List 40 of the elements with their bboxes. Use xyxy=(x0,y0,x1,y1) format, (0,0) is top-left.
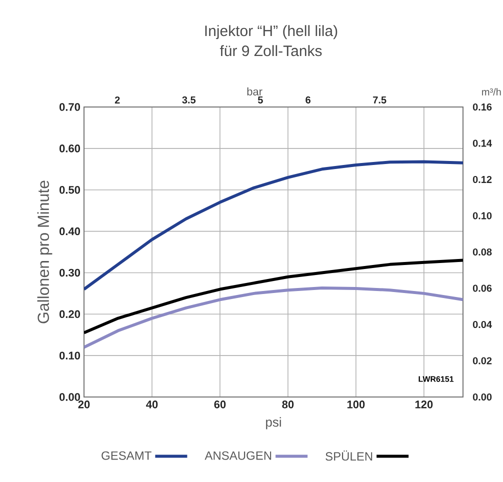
y2-tick-label: 0.04 xyxy=(472,320,492,328)
x-tick-label: 60 xyxy=(214,400,226,408)
y2-tick-label: 0.00 xyxy=(472,393,492,401)
x2-tick-label: 6 xyxy=(306,96,310,104)
x2-tick-label: 7.5 xyxy=(373,96,386,104)
chart-subtitle: für 9 Zoll-Tanks xyxy=(220,45,322,56)
annotation: LWR6151 xyxy=(418,376,454,382)
x2-tick-label: 5 xyxy=(258,96,263,104)
y2-tick-label: 0.02 xyxy=(472,357,492,364)
legend-label: ANSAUGEN xyxy=(204,451,272,460)
y2-tick-label: 0.08 xyxy=(472,248,492,256)
y-tick-label: 0.00 xyxy=(60,393,80,401)
y-tick-label: 0.10 xyxy=(60,352,80,360)
y2-tick-label: 0.14 xyxy=(472,140,492,147)
x-tick-label: 20 xyxy=(78,400,90,408)
x-tick-label: 120 xyxy=(415,400,433,408)
line-series xyxy=(84,286,464,349)
line-series xyxy=(84,160,464,291)
chart-title: Injektor “H” (hell lila) xyxy=(205,25,338,40)
y-tick-label: 0.70 xyxy=(60,103,80,111)
y-tick-label: 0.20 xyxy=(60,310,80,318)
y-tick-label: 0.50 xyxy=(60,186,80,194)
y2-tick-label: 0.16 xyxy=(472,103,492,111)
x-tick-label: 40 xyxy=(146,400,158,408)
x-tick-label: 80 xyxy=(282,400,294,408)
y2-tick-label: 0.10 xyxy=(472,212,492,220)
legend-label: GESAMT xyxy=(102,451,152,460)
x-axis-title: psi xyxy=(266,417,281,430)
y2-tick-label: 0.12 xyxy=(472,176,492,184)
y2-tick-label: 0.06 xyxy=(472,284,492,292)
legend-label: SPÜLEN xyxy=(326,450,372,461)
x2-axis-title: bar xyxy=(247,87,262,96)
y-tick-label: 0.60 xyxy=(60,144,80,152)
x-tick-label: 100 xyxy=(347,400,365,408)
y-tick-label: 0.30 xyxy=(60,268,80,277)
x2-tick-label: 2 xyxy=(114,96,120,104)
x2-tick-label: 3.5 xyxy=(182,96,196,104)
y-tick-label: 0.40 xyxy=(60,227,80,236)
y-axis-title: Gallonen pro Minute xyxy=(37,180,52,324)
y2-axis-title: m³/h xyxy=(482,88,501,96)
